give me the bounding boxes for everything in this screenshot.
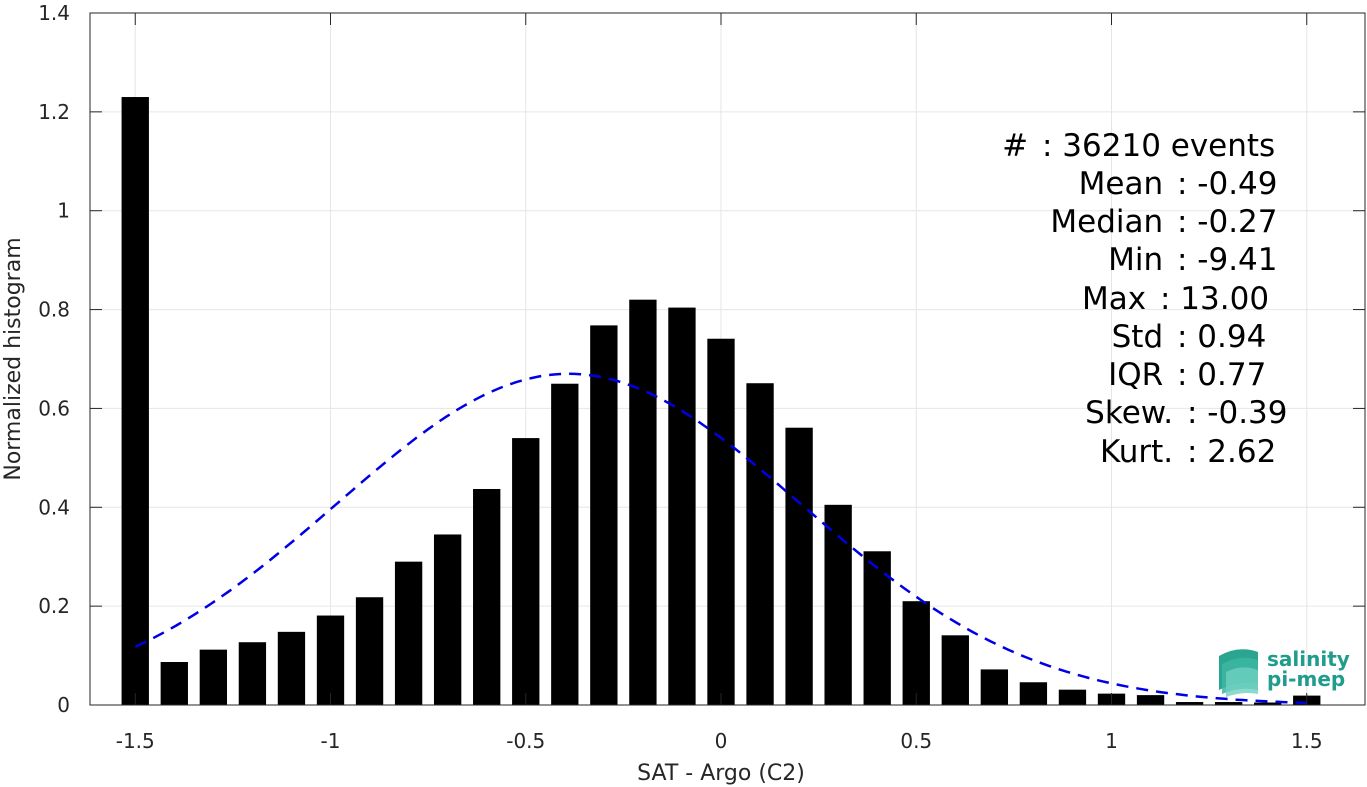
histogram-bar [160,661,188,705]
histogram-bar [863,551,891,705]
histogram-bar [629,299,657,705]
stat-line: Skew. : -0.39 [1085,395,1287,431]
y-tick-label: 1.4 [38,1,70,25]
logo-line2: pi-mep [1267,667,1345,691]
bars-group [121,97,1321,706]
stat-line: IQR : 0.77 [1108,357,1266,393]
y-tick-label: 1 [57,199,70,223]
x-tick-label: -0.5 [506,729,545,753]
x-tick-label: 1 [1105,729,1118,753]
histogram-bar [1058,689,1087,705]
stat-line: Std : 0.94 [1112,319,1267,355]
histogram-bar [824,504,852,705]
logo-mark-icon [1219,649,1258,697]
histogram-bar [199,649,228,705]
x-tick-label: -1.5 [116,729,155,753]
axes-frame [89,12,1366,706]
histogram-bar [941,635,969,705]
histogram-bar [902,601,930,705]
y-axis-label: Normalized histogram [1,237,26,480]
histogram-bar [433,534,462,705]
x-tick-label: 0 [715,729,728,753]
y-tick-label: 0.6 [38,396,70,420]
histogram-bar [121,97,149,706]
histogram-bar [1136,695,1165,705]
histogram-bar [590,325,618,705]
stat-line: # : 36210 events [1002,128,1275,164]
x-axis-label: SAT - Argo (C2) [637,761,805,786]
stat-line: Mean : -0.49 [1079,166,1278,202]
normal-fit-curve [134,372,1307,705]
histogram-bar [355,597,384,705]
axes-box [89,12,1366,706]
histogram-bar [980,669,1009,705]
histogram-bar [746,383,774,705]
stat-line: Min : -9.41 [1108,242,1277,278]
histogram-bar [277,631,306,705]
histogram-bar [394,561,423,705]
histogram-bar [1214,702,1243,705]
histogram-bar [1019,682,1048,705]
y-tick-label: 0.8 [38,298,70,322]
x-tick-label: -1 [321,729,341,753]
stat-line: Max : 13.00 [1082,281,1269,317]
histogram-bar [668,307,696,705]
histogram-bar [1254,702,1282,705]
y-tick-label: 1.2 [38,100,70,124]
y-tick-label: 0 [57,693,70,717]
x-tick-label: 0.5 [900,729,932,753]
histogram-bar [551,383,579,705]
histogram-bar [707,338,735,705]
y-tick-label: 0.4 [38,495,70,519]
stat-line: Median : -0.27 [1050,204,1277,240]
histogram-bar [1175,702,1204,705]
salinity-pi-mep-logo: salinity pi-mep [1219,647,1350,697]
histogram-bar [473,488,501,705]
tick-labels: -1.5 -1 -0.5 0 0.5 1 1.5 0 0.2 0.4 0.6 0.8 1 1.2 1.4 [38,1,1322,753]
histogram-bar [238,642,267,705]
y-tick-label: 0.2 [38,594,70,618]
x-tick-label: 1.5 [1291,729,1323,753]
stat-line: Kurt. : 2.62 [1100,434,1276,470]
logo-line1: salinity [1267,647,1350,671]
histogram-bar [785,427,813,705]
histogram-bar [316,615,345,705]
histogram-bar [512,438,540,705]
